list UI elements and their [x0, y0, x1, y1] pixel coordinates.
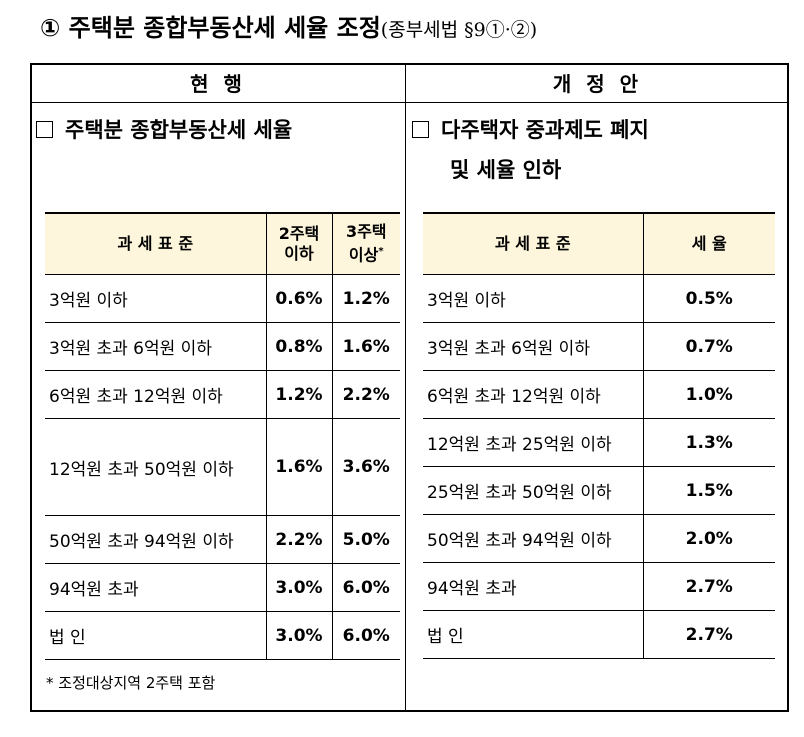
divider	[405, 63, 406, 712]
rate-cell: 1.6%	[331, 322, 400, 371]
bracket-cell: 94억원 초과	[45, 563, 266, 612]
footnote: * 조정대상지역 2주택 포함	[46, 674, 216, 692]
frame	[30, 63, 789, 712]
bracket-cell: 6억원 초과 12억원 이하	[423, 370, 643, 419]
table-row: 25억원 초과 50억원 이하 1.5%	[423, 466, 775, 515]
header-row: 과 세 표 준 2주택 이하 3주택 이상*	[45, 212, 400, 275]
checkbox-icon	[412, 121, 429, 138]
heading-text: 및 세율 인하	[450, 158, 562, 182]
rate-table: 과 세 표 준 세 율 3억원 이하 0.5% 3억원 초과 6억원 이하 0.7% 6억원…	[423, 212, 775, 659]
header-cell: 2주택 이하	[265, 212, 332, 275]
bracket-cell: 50억원 초과 94억원 이하	[423, 514, 643, 563]
rate-cell: 3.0%	[265, 611, 332, 660]
header-text: 이하	[284, 244, 314, 263]
rate-cell: 2.2%	[331, 370, 400, 419]
rate-cell: 6.0%	[331, 563, 400, 612]
header-cell: 과 세 표 준	[423, 212, 643, 275]
table-row: 3억원 초과 6억원 이하 0.8% 1.6%	[45, 322, 400, 371]
rate-cell: 0.8%	[265, 322, 332, 371]
table-row: 3억원 이하 0.6% 1.2%	[45, 274, 400, 323]
table-row: 법 인 3.0% 6.0%	[45, 611, 400, 660]
header-text: 세 율	[691, 234, 727, 253]
rate-cell: 1.0%	[642, 370, 775, 419]
header-cell: 과 세 표 준	[45, 212, 266, 275]
bracket-cell: 3억원 초과 6억원 이하	[45, 322, 266, 371]
table-row: 6억원 초과 12억원 이하 1.2% 2.2%	[45, 370, 400, 419]
rate-cell: 3.0%	[265, 563, 332, 612]
rate-cell: 5.0%	[331, 515, 400, 564]
rate-cell: 1.2%	[331, 274, 400, 323]
header-text: 3주택	[345, 222, 387, 242]
rate-cell: 1.2%	[265, 370, 332, 419]
column-header: 현 행	[190, 72, 246, 96]
header-text: 2주택	[278, 224, 320, 243]
bracket-cell: 3억원 초과 6억원 이하	[423, 322, 643, 371]
table-row: 94억원 초과 3.0% 6.0%	[45, 563, 400, 612]
bracket-cell: 94억원 초과	[423, 562, 643, 611]
rate-cell: 0.5%	[642, 274, 775, 323]
heading-text: 주택분 종합부동산세 세율	[65, 118, 293, 142]
rate-cell: 3.6%	[331, 418, 400, 516]
rate-cell: 1.5%	[642, 466, 775, 515]
header-cell: 세 율	[642, 212, 775, 275]
table-row: 50억원 초과 94억원 이하 2.0%	[423, 514, 775, 563]
heading-text: 다주택자 중과제도 폐지	[441, 118, 649, 142]
table-row: 법 인 2.7%	[423, 610, 775, 659]
rate-cell: 2.7%	[642, 562, 775, 611]
table-row: 94억원 초과 2.7%	[423, 562, 775, 611]
rate-cell: 0.7%	[642, 322, 775, 371]
table-row: 3억원 초과 6억원 이하 0.7%	[423, 322, 775, 371]
section-heading: 주택분 종합부동산세 세율	[36, 110, 292, 150]
title-text: ① 주택분 종합부동산세 세율 조정	[40, 14, 381, 42]
table-row: 6억원 초과 12억원 이하 1.0%	[423, 370, 775, 419]
bracket-cell: 법 인	[45, 611, 266, 660]
table-row: 50억원 초과 94억원 이하 2.2% 5.0%	[45, 515, 400, 564]
table-row: 12억원 초과 25억원 이하 1.3%	[423, 418, 775, 467]
bracket-cell: 25억원 초과 50억원 이하	[423, 466, 643, 515]
table-row: 12억원 초과 50억원 이하 1.6% 3.6%	[45, 418, 400, 516]
bracket-cell: 6억원 초과 12억원 이하	[45, 370, 266, 419]
header-text: 이상	[348, 245, 379, 265]
header-line	[30, 102, 789, 103]
column-header: 개 정 안	[552, 72, 643, 96]
rate-cell: 1.3%	[642, 418, 775, 467]
bracket-cell: 50억원 초과 94억원 이하	[45, 515, 266, 564]
rate-cell: 2.0%	[642, 514, 775, 563]
rate-cell: 0.6%	[265, 274, 332, 323]
rate-cell: 1.6%	[265, 418, 332, 516]
title: ① 주택분 종합부동산세 세율 조정(종부세법 §9①·②)	[40, 8, 537, 43]
bracket-cell: 12억원 초과 50억원 이하	[45, 418, 266, 516]
bracket-cell: 3억원 이하	[45, 274, 266, 323]
rate-cell: 2.7%	[642, 610, 775, 659]
bracket-cell: 법 인	[423, 610, 643, 659]
header-mark: *	[378, 246, 384, 258]
header-text: 과 세 표 준	[494, 234, 571, 253]
bracket-cell: 3억원 이하	[423, 274, 643, 323]
rate-cell: 2.2%	[265, 515, 332, 564]
rate-table: 과 세 표 준 2주택 이하 3주택 이상* 3억원 이하 0.6% 1.2% 3억원 초과 6…	[45, 212, 400, 660]
rate-cell: 6.0%	[331, 611, 400, 660]
checkbox-icon	[36, 121, 53, 138]
header-text: 과 세 표 준	[117, 234, 194, 253]
table-row: 3억원 이하 0.5%	[423, 274, 775, 323]
title-ref: (종부세법 §9①·②)	[380, 19, 538, 41]
bracket-cell: 12억원 초과 25억원 이하	[423, 418, 643, 467]
